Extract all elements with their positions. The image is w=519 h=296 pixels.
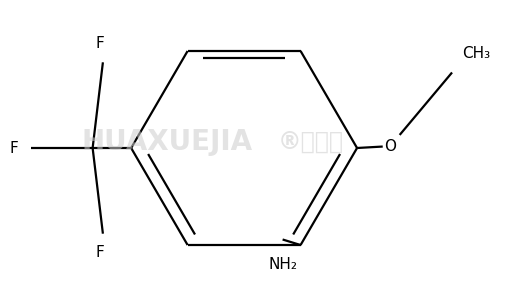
Text: F: F (96, 245, 105, 260)
Text: F: F (9, 141, 18, 155)
Text: CH₃: CH₃ (462, 46, 490, 61)
Text: HUAXUEJIA: HUAXUEJIA (81, 128, 253, 156)
Text: F: F (96, 36, 105, 51)
Text: ®化学加: ®化学加 (278, 130, 344, 154)
Text: O: O (385, 139, 397, 154)
Text: NH₂: NH₂ (268, 257, 297, 272)
